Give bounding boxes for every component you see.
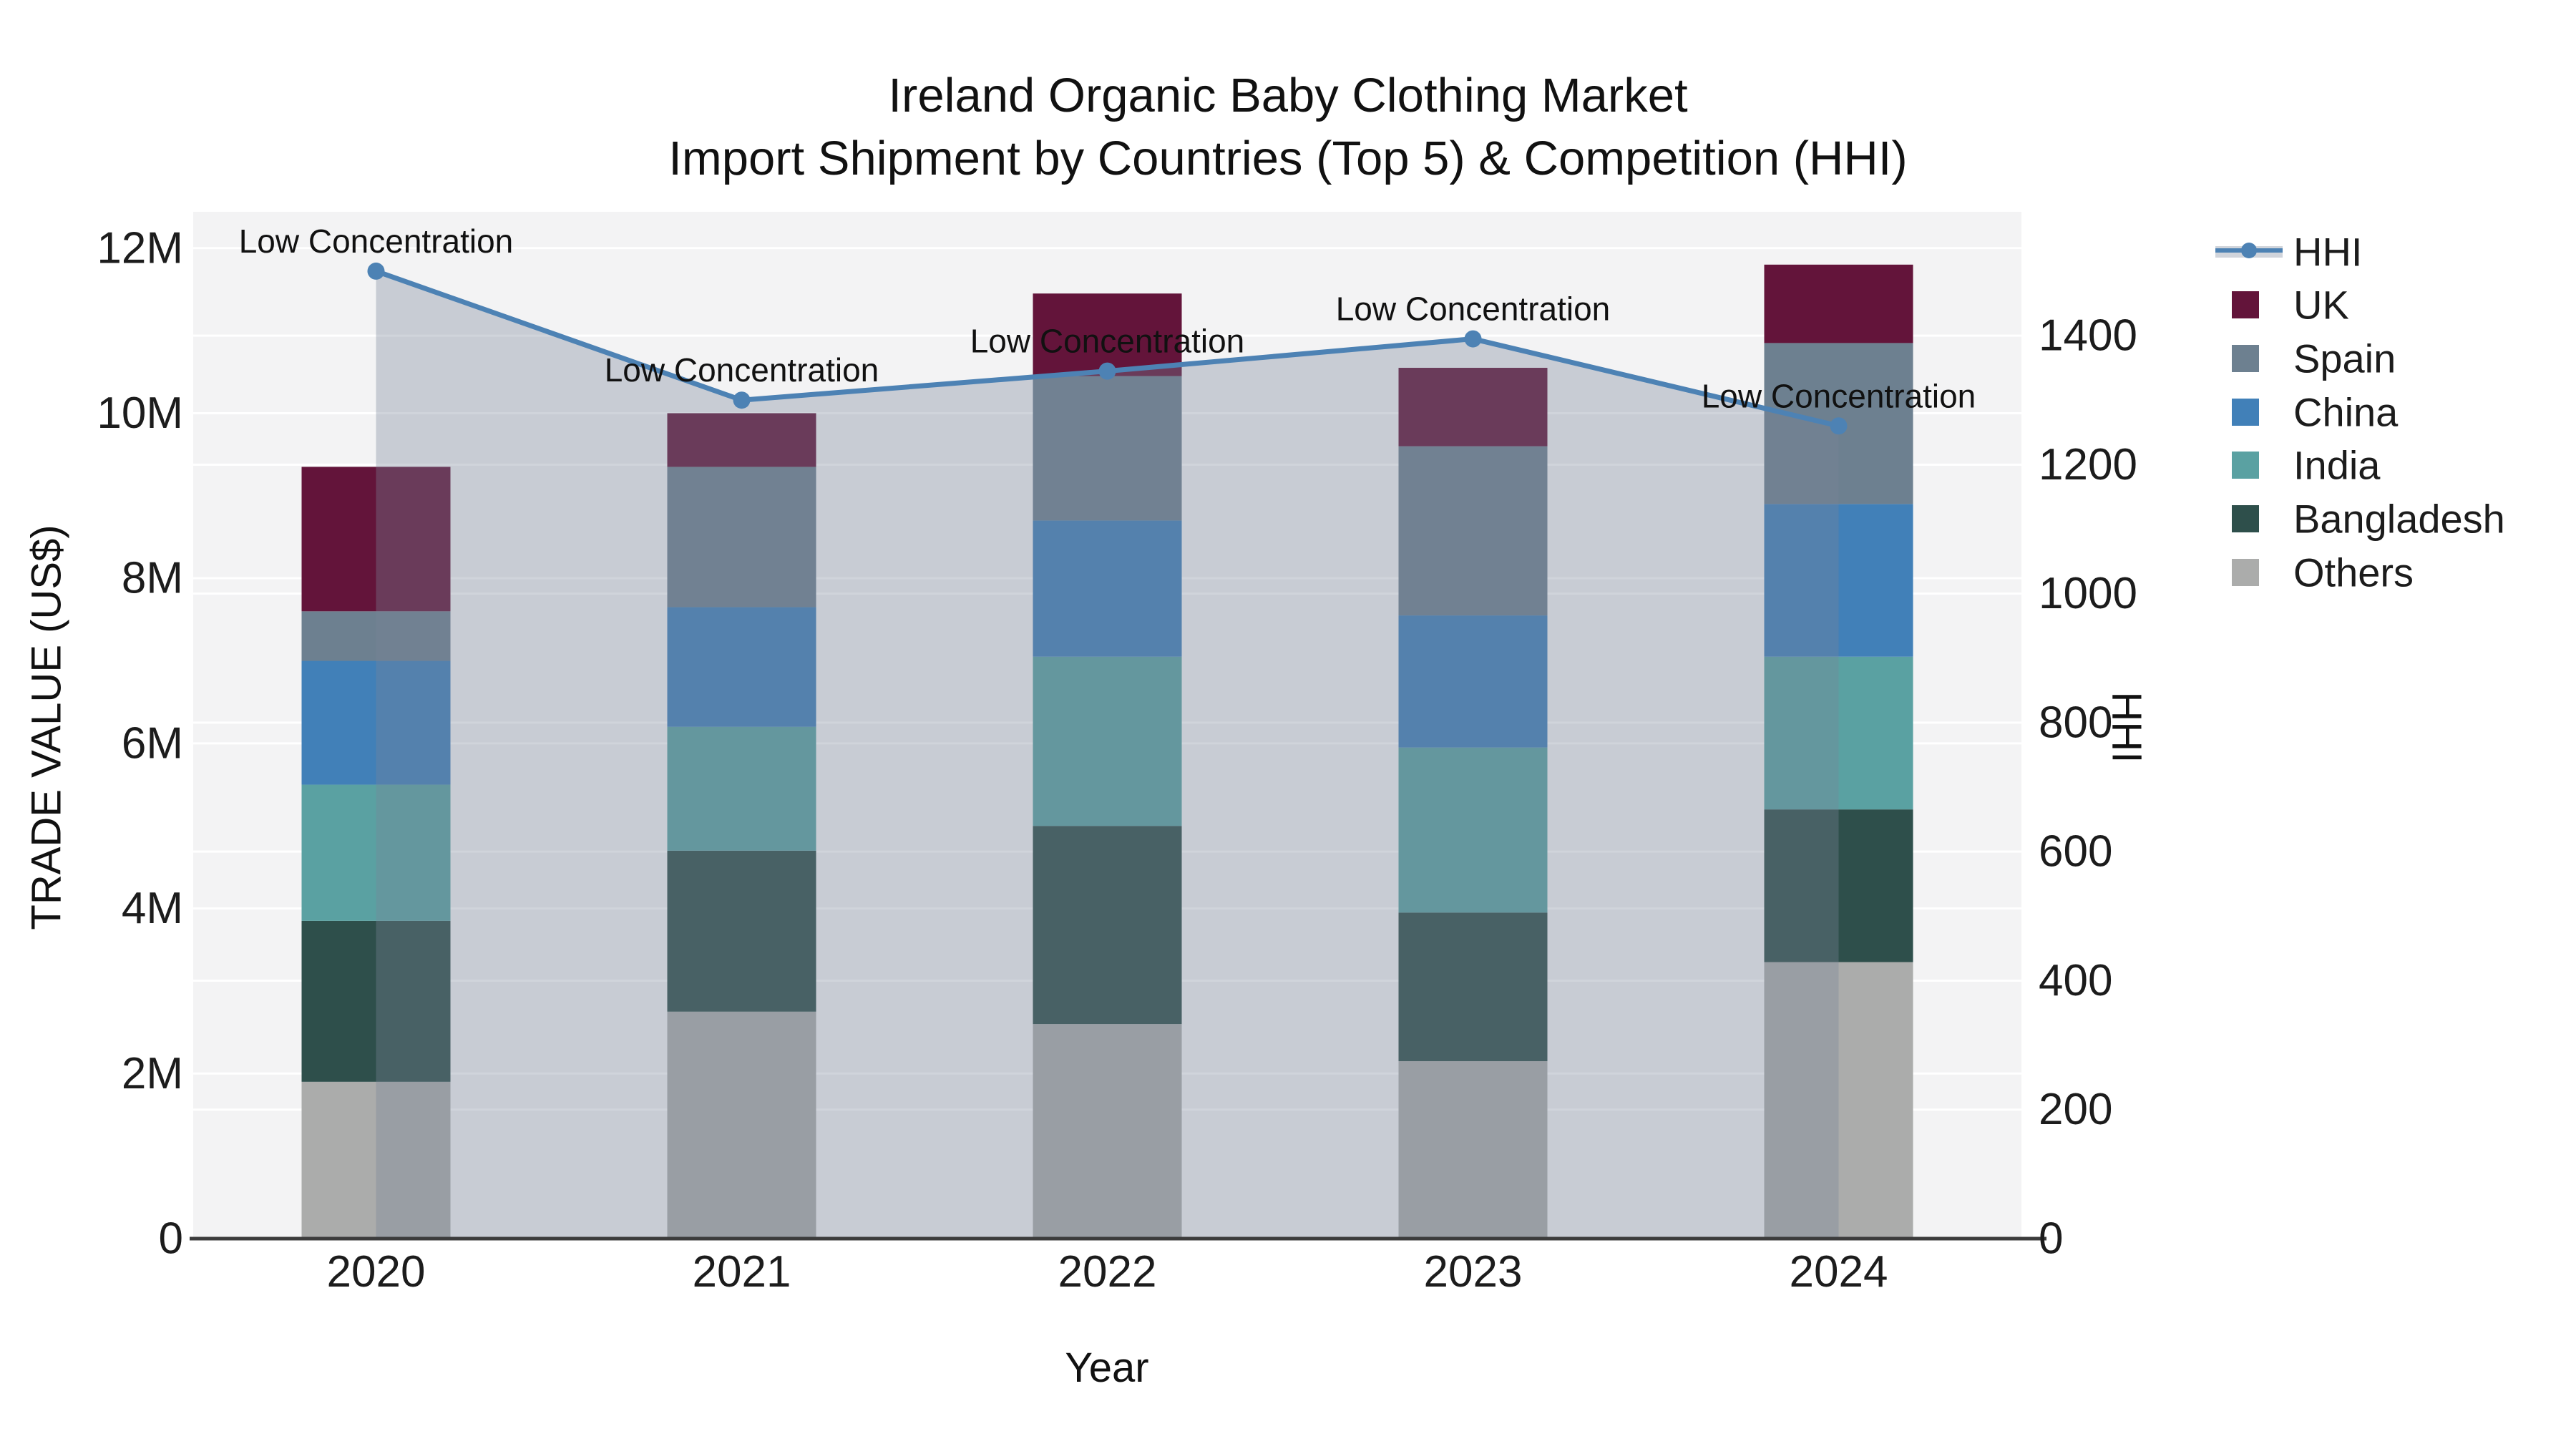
bar-segment-others-2022[interactable] (1033, 1024, 1182, 1239)
hhi-marker-2020[interactable] (367, 262, 385, 280)
annotation-low-concentration-2020: Low Concentration (239, 223, 514, 260)
hhi-marker-2023[interactable] (1464, 330, 1482, 348)
legend-swatch-icon (2232, 291, 2259, 318)
bar-segment-india-2020[interactable] (301, 784, 451, 921)
y-right-tick-label: 200 (2039, 1085, 2112, 1134)
legend-label: Bangladesh (2293, 497, 2505, 542)
bar-segment-others-2021[interactable] (667, 1011, 816, 1239)
legend-swatch-icon (2232, 505, 2259, 532)
bar-segment-bangladesh-2023[interactable] (1398, 912, 1548, 1061)
hhi-area-fill (376, 270, 1839, 1239)
legend-label: HHI (2293, 230, 2362, 275)
legend-item-bangladesh[interactable]: Bangladesh (2232, 497, 2505, 542)
chart-title-line1: Ireland Organic Baby Clothing Market (888, 69, 1688, 122)
bar-segment-india-2023[interactable] (1398, 747, 1548, 913)
bar-segment-bangladesh-2022[interactable] (1033, 826, 1182, 1025)
bar-segment-china-2022[interactable] (1033, 520, 1182, 657)
y-right-tick-label: 800 (2039, 698, 2112, 747)
y-left-tick-label: 8M (122, 554, 183, 603)
y-right-tick-label: 400 (2039, 956, 2112, 1005)
bar-segment-bangladesh-2021[interactable] (667, 850, 816, 1012)
bar-segment-china-2023[interactable] (1398, 615, 1548, 748)
legend-item-uk[interactable]: UK (2232, 283, 2349, 328)
legend-hhi-marker-icon (2241, 243, 2257, 258)
annotation-low-concentration-2022: Low Concentration (970, 323, 1245, 360)
legend-swatch-icon (2232, 345, 2259, 372)
legend-label: Spain (2293, 336, 2396, 381)
bar-segment-uk-2021[interactable] (667, 413, 816, 467)
legend-label: Others (2293, 550, 2414, 595)
legend-item-china[interactable]: China (2232, 390, 2399, 435)
bar-segment-china-2020[interactable] (301, 660, 451, 785)
y-left-tick-label: 12M (97, 223, 183, 273)
y-left-tick-label: 6M (122, 718, 183, 768)
x-tick-label-2024: 2024 (1790, 1247, 1888, 1297)
x-tick-label-2023: 2023 (1424, 1247, 1523, 1297)
bar-segment-india-2024[interactable] (1764, 656, 1913, 810)
bar-segment-bangladesh-2020[interactable] (301, 920, 451, 1082)
bar-segment-india-2021[interactable] (667, 726, 816, 851)
annotation-low-concentration-2023: Low Concentration (1336, 291, 1611, 328)
y-left-tick-label: 4M (122, 884, 183, 933)
hhi-marker-2022[interactable] (1098, 362, 1116, 380)
y-left-tick-label: 10M (97, 389, 183, 438)
y-left-tick-label: 0 (159, 1214, 183, 1264)
y-right-tick-label: 0 (2039, 1214, 2063, 1264)
legend-item-india[interactable]: India (2232, 443, 2381, 488)
y-right-tick-label: 1000 (2039, 569, 2137, 618)
x-tick-label-2020: 2020 (327, 1247, 426, 1297)
bar-segment-spain-2020[interactable] (301, 611, 451, 661)
bar-segment-china-2021[interactable] (667, 607, 816, 727)
legend-swatch-icon (2232, 559, 2259, 586)
x-axis-title: Year (1065, 1345, 1149, 1391)
hhi-marker-2021[interactable] (733, 391, 751, 409)
bar-segment-india-2022[interactable] (1033, 656, 1182, 826)
y-left-tick-label: 2M (122, 1049, 183, 1098)
bar-segment-china-2024[interactable] (1764, 504, 1913, 657)
chart-title-line2: Import Shipment by Countries (Top 5) & C… (668, 132, 1908, 185)
bar-segment-others-2020[interactable] (301, 1081, 451, 1239)
bar-segment-uk-2022[interactable] (1033, 293, 1182, 376)
y-right-tick-label: 1400 (2039, 311, 2137, 361)
bar-segment-bangladesh-2024[interactable] (1764, 809, 1913, 962)
legend-label: China (2293, 390, 2399, 435)
bar-segment-uk-2023[interactable] (1398, 368, 1548, 447)
bar-segment-others-2024[interactable] (1764, 962, 1913, 1239)
bar-segment-uk-2020[interactable] (301, 467, 451, 612)
bar-segment-spain-2022[interactable] (1033, 376, 1182, 521)
legend-item-spain[interactable]: Spain (2232, 336, 2396, 381)
y-right-tick-label: 600 (2039, 827, 2112, 877)
legend-swatch-icon (2232, 399, 2259, 426)
legend-item-others[interactable]: Others (2232, 550, 2414, 595)
annotation-low-concentration-2024: Low Concentration (1702, 377, 1976, 414)
x-tick-label-2022: 2022 (1058, 1247, 1157, 1297)
legend-label: India (2293, 443, 2381, 488)
x-tick-label-2021: 2021 (693, 1247, 791, 1297)
y-right-tick-label: 1200 (2039, 440, 2137, 489)
bar-segment-uk-2024[interactable] (1764, 264, 1913, 343)
hhi-marker-2024[interactable] (1830, 417, 1848, 435)
legend-item-hhi[interactable]: HHI (2215, 230, 2362, 275)
annotation-low-concentration-2021: Low Concentration (605, 351, 879, 389)
legend-label: UK (2293, 283, 2349, 328)
legend-swatch-icon (2232, 452, 2259, 479)
bar-segment-spain-2023[interactable] (1398, 446, 1548, 616)
bar-segment-spain-2021[interactable] (667, 467, 816, 608)
bar-segment-others-2023[interactable] (1398, 1060, 1548, 1239)
